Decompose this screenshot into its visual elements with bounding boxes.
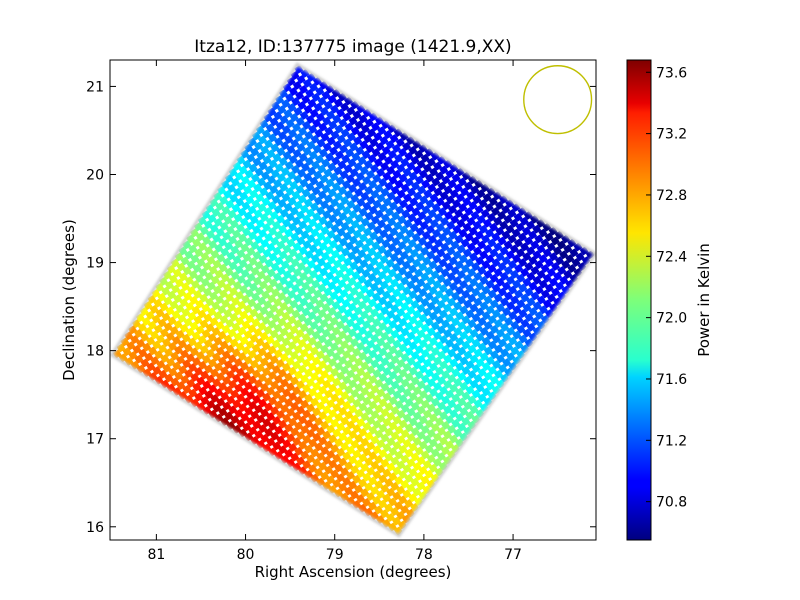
x-tick-label: 77	[504, 547, 522, 563]
x-tick-label: 80	[237, 547, 255, 563]
colorbar-tick-label: 72.0	[656, 311, 687, 327]
y-axis: 16 17 18 19 20 21	[86, 79, 596, 536]
beam-circle	[523, 65, 593, 135]
colorbar-tick-label: 72.4	[656, 249, 687, 265]
colorbar-tick-label: 73.2	[656, 127, 687, 143]
y-tick-label: 17	[86, 432, 104, 448]
colorbar-label: Power in Kelvin	[695, 243, 713, 357]
x-tick-label: 81	[147, 547, 165, 563]
colorbar-axis: 73.6 73.2 72.8 72.4 72.0 71.6 71.2 70.8	[646, 65, 687, 511]
x-axis: 81 80 79 78 77	[147, 60, 522, 563]
x-tick-label: 79	[326, 547, 344, 563]
colorbar-tick-label: 71.2	[656, 433, 687, 449]
colorbar	[626, 59, 652, 541]
x-axis-label: Right Ascension (degrees)	[255, 563, 452, 581]
chart-title: Itza12, ID:137775 image (1421.9,XX)	[194, 37, 511, 57]
colorbar-tick-label: 71.6	[656, 372, 687, 388]
y-axis-label: Declination (degrees)	[60, 219, 78, 381]
map-edge	[110, 62, 596, 538]
y-tick-label: 20	[86, 167, 104, 183]
y-tick-label: 19	[86, 256, 104, 272]
plot-frame	[109, 59, 597, 541]
x-tick-label: 78	[415, 547, 433, 563]
colorbar-tick-label: 70.8	[656, 495, 687, 511]
y-tick-label: 21	[86, 79, 104, 95]
colorbar-tick-label: 72.8	[656, 188, 687, 204]
colorbar-tick-label: 73.6	[656, 65, 687, 81]
y-tick-label: 18	[86, 344, 104, 360]
heatmap-image	[110, 62, 596, 538]
y-tick-label: 16	[86, 520, 104, 536]
